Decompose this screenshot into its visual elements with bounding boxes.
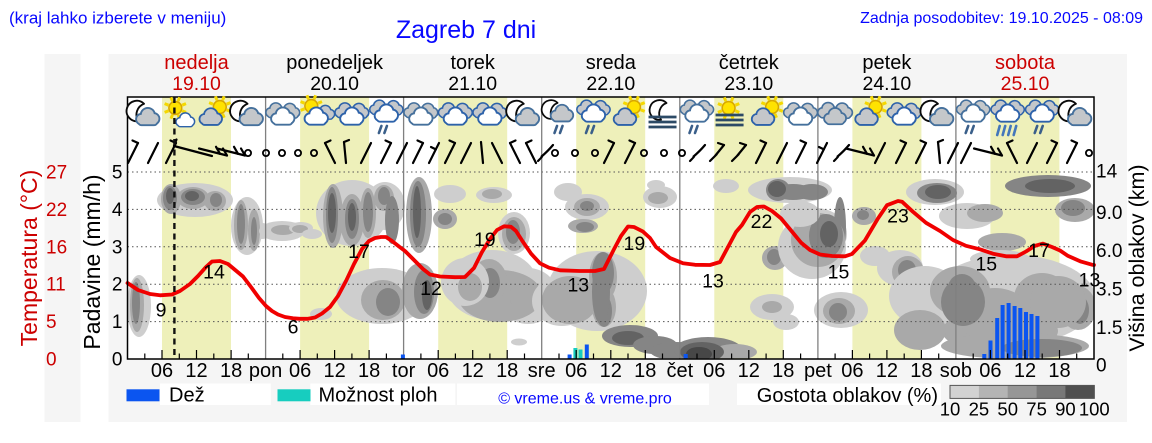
svg-text:sobota: sobota	[995, 52, 1056, 74]
svg-text:© vreme.us & vreme.pro: © vreme.us & vreme.pro	[498, 391, 672, 408]
svg-text:13: 13	[702, 271, 724, 293]
svg-text:Temperatura (°C): Temperatura (°C)	[16, 170, 42, 347]
svg-text:75: 75	[1026, 399, 1047, 420]
svg-text:15: 15	[828, 262, 850, 284]
svg-text:13: 13	[1079, 270, 1101, 292]
svg-text:15: 15	[975, 253, 997, 275]
svg-text:25: 25	[969, 399, 990, 420]
svg-text:0: 0	[46, 350, 57, 371]
svg-text:06: 06	[565, 360, 587, 382]
svg-text:100: 100	[1079, 399, 1110, 420]
svg-text:17: 17	[348, 241, 370, 263]
svg-text:11: 11	[46, 275, 66, 296]
svg-text:06: 06	[979, 360, 1001, 382]
svg-text:06: 06	[427, 360, 449, 382]
svg-text:tor: tor	[392, 360, 416, 382]
svg-text:06: 06	[703, 360, 725, 382]
svg-text:16: 16	[46, 237, 67, 258]
svg-text:1.5: 1.5	[1096, 318, 1122, 339]
svg-text:20.10: 20.10	[310, 73, 359, 95]
svg-text:13: 13	[567, 275, 589, 297]
svg-text:četrtek: četrtek	[719, 52, 780, 74]
svg-text:čet: čet	[666, 360, 693, 382]
svg-text:14: 14	[1096, 162, 1118, 183]
svg-text:18: 18	[1048, 360, 1070, 382]
svg-text:12: 12	[462, 360, 484, 382]
svg-text:12: 12	[1014, 360, 1036, 382]
svg-text:18: 18	[220, 360, 242, 382]
svg-text:Padavine (mm/h): Padavine (mm/h)	[79, 174, 105, 349]
svg-text:06: 06	[841, 360, 863, 382]
svg-text:17: 17	[1028, 240, 1050, 262]
svg-text:50: 50	[997, 399, 1018, 420]
svg-text:(kraj lahko izberete v meniju): (kraj lahko izberete v meniju)	[9, 9, 226, 28]
svg-text:12: 12	[420, 278, 442, 300]
svg-text:23: 23	[887, 206, 909, 228]
svg-text:12: 12	[185, 360, 207, 382]
svg-text:petek: petek	[862, 52, 912, 74]
svg-text:27: 27	[46, 163, 67, 184]
svg-text:22.10: 22.10	[586, 73, 635, 95]
svg-text:sre: sre	[528, 360, 556, 382]
svg-text:19: 19	[474, 229, 496, 251]
svg-text:12: 12	[323, 360, 345, 382]
svg-text:21.10: 21.10	[448, 73, 497, 95]
svg-text:0: 0	[112, 350, 123, 371]
svg-text:sreda: sreda	[586, 52, 637, 74]
svg-text:9: 9	[156, 300, 167, 322]
svg-text:3: 3	[112, 237, 123, 258]
svg-text:Zadnja posodobitev: 19.10.2025: Zadnja posodobitev: 19.10.2025 - 08:09	[860, 10, 1143, 27]
svg-text:nedelja: nedelja	[164, 52, 229, 74]
svg-text:ponedeljek: ponedeljek	[286, 52, 384, 74]
svg-text:19: 19	[624, 233, 646, 255]
svg-text:pon: pon	[249, 360, 282, 382]
svg-text:4: 4	[112, 200, 123, 221]
svg-text:18: 18	[772, 360, 794, 382]
svg-text:23.10: 23.10	[724, 73, 773, 95]
svg-text:5: 5	[46, 312, 57, 333]
svg-text:18: 18	[496, 360, 518, 382]
svg-text:Gostota oblakov (%): Gostota oblakov (%)	[757, 385, 938, 407]
svg-text:14: 14	[203, 262, 225, 284]
svg-text:10: 10	[940, 399, 961, 420]
svg-text:torek: torek	[450, 52, 495, 74]
svg-text:06: 06	[289, 360, 311, 382]
svg-text:12: 12	[738, 360, 760, 382]
svg-text:22: 22	[751, 211, 773, 233]
svg-text:12: 12	[876, 360, 898, 382]
svg-text:Možnost ploh: Možnost ploh	[319, 385, 438, 407]
svg-text:24.10: 24.10	[862, 73, 911, 95]
svg-text:6.0: 6.0	[1096, 241, 1122, 262]
svg-text:22: 22	[46, 200, 67, 221]
svg-text:18: 18	[358, 360, 380, 382]
svg-text:Zagreb 7 dni: Zagreb 7 dni	[396, 16, 536, 44]
svg-text:90: 90	[1055, 399, 1076, 420]
svg-text:25.10: 25.10	[1001, 73, 1050, 95]
svg-text:1: 1	[112, 312, 123, 333]
svg-text:2: 2	[112, 275, 123, 296]
svg-text:19.10: 19.10	[172, 73, 221, 95]
svg-text:sob: sob	[940, 360, 972, 382]
svg-text:5: 5	[112, 163, 123, 184]
svg-text:pet: pet	[804, 360, 832, 382]
svg-text:Dež: Dež	[169, 385, 205, 407]
svg-text:06: 06	[151, 360, 173, 382]
svg-text:18: 18	[634, 360, 656, 382]
svg-text:18: 18	[910, 360, 932, 382]
svg-text:Višina oblakov (km): Višina oblakov (km)	[1125, 164, 1149, 351]
svg-text:0: 0	[1096, 356, 1107, 377]
svg-text:6: 6	[288, 317, 299, 339]
svg-text:3.5: 3.5	[1096, 280, 1122, 301]
svg-text:12: 12	[600, 360, 622, 382]
svg-text:9.0: 9.0	[1096, 203, 1122, 224]
